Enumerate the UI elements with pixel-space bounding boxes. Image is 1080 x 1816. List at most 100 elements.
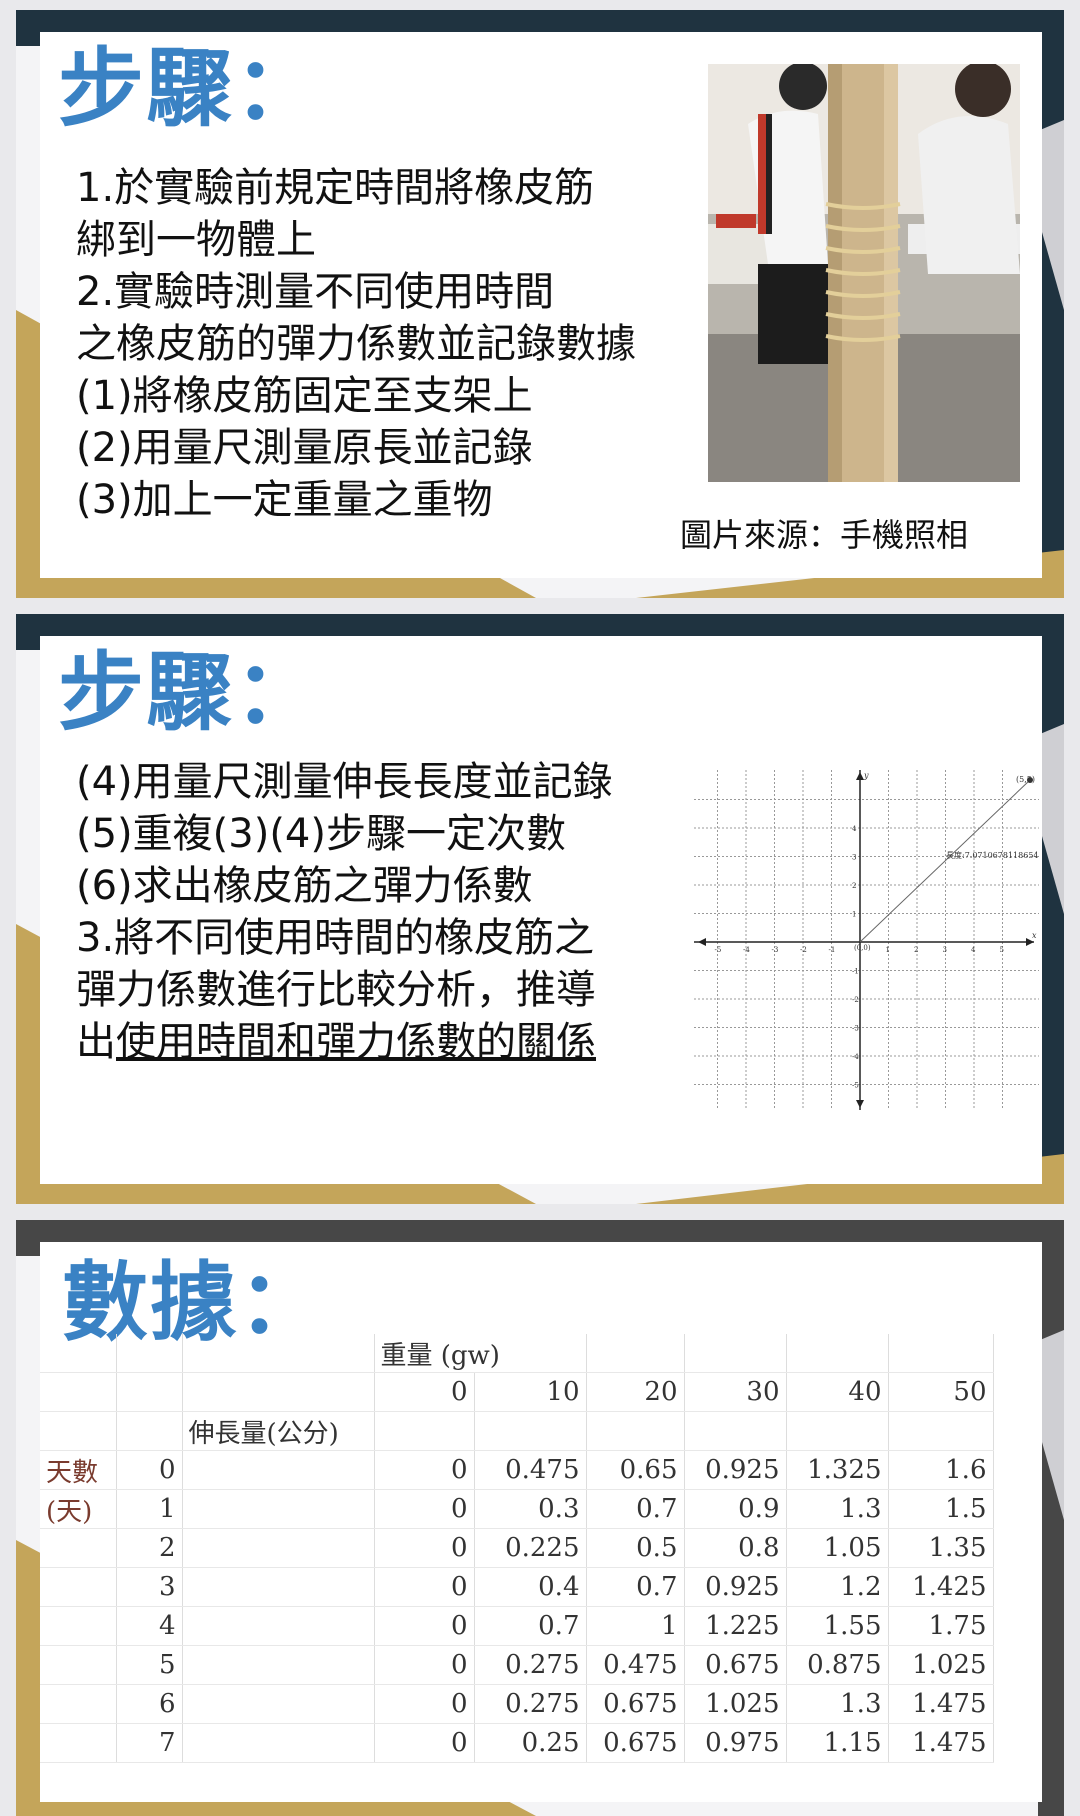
value-cell: 1.325 xyxy=(786,1450,889,1490)
step-line: (4)用量尺測量伸長長度並記錄 xyxy=(76,759,613,805)
value-cell: 0 xyxy=(374,1684,475,1724)
extension-header: 伸長量(公分) xyxy=(182,1411,375,1451)
slide-data: 數據： 重量 (gw) 0 10 20 30 40 50 xyxy=(16,1220,1064,1816)
x-tick-label: 5 xyxy=(1000,946,1004,954)
value-cell: 0.475 xyxy=(586,1645,685,1685)
step-line: 3.將不同使用時間的橡皮筋之 xyxy=(76,915,595,961)
value-cell: 0.7 xyxy=(586,1489,685,1529)
empty-cell xyxy=(40,1606,117,1646)
step-line-prefix: 出 xyxy=(76,1019,116,1065)
value-cell: 0.5 xyxy=(586,1528,685,1568)
step-line: (6)求出橡皮筋之彈力係數 xyxy=(76,863,533,909)
y-tick-label: 1 xyxy=(852,911,856,919)
value-cell: 0.975 xyxy=(684,1723,787,1763)
slide-title: 數據： xyxy=(62,1253,326,1353)
weight-header-row: 重量 (gw) xyxy=(40,1334,994,1373)
value-cell: 0 xyxy=(374,1489,475,1529)
experiment-photo xyxy=(708,64,1020,482)
y-tick-label: 3 xyxy=(852,854,856,862)
table-row: 7 0 0.25 0.675 0.975 1.15 1.475 xyxy=(40,1723,994,1763)
table-row: 4 0 0.7 1 1.225 1.55 1.75 xyxy=(40,1606,994,1646)
value-cell: 0.675 xyxy=(684,1645,787,1685)
table-row: (天) 1 0 0.3 0.7 0.9 1.3 1.5 xyxy=(40,1489,994,1529)
step-line: 出使用時間和彈力係數的關係 xyxy=(76,1016,613,1068)
value-cell: 1.05 xyxy=(786,1528,889,1568)
table-row: 2 0 0.225 0.5 0.8 1.05 1.35 xyxy=(40,1528,994,1568)
empty-cell xyxy=(182,1567,375,1607)
step-line: 彈力係數進行比較分析，推導 xyxy=(76,967,596,1013)
step-line: (1)將橡皮筋固定至支架上 xyxy=(76,373,533,419)
value-cell: 0.275 xyxy=(474,1645,587,1685)
value-cell: 1.225 xyxy=(684,1606,787,1646)
day-cell: 0 xyxy=(116,1450,183,1490)
days-unit: (天) xyxy=(40,1489,117,1529)
value-cell: 1.5 xyxy=(888,1489,994,1529)
weight-cell: 40 xyxy=(786,1372,889,1412)
slide-band-side xyxy=(1038,1220,1064,1816)
x-tick-label: -5 xyxy=(715,946,722,954)
empty-cell xyxy=(182,1723,375,1763)
value-cell: 1.2 xyxy=(786,1567,889,1607)
y-tick-label: -2 xyxy=(852,996,859,1004)
y-tick-label: 4 xyxy=(852,825,857,833)
empty-cell xyxy=(40,1723,117,1763)
slide-card: 數據： 重量 (gw) 0 10 20 30 40 50 xyxy=(40,1242,1042,1802)
y-tick-label: -4 xyxy=(852,1053,859,1061)
empty-cell xyxy=(40,1645,117,1685)
value-cell: 0.925 xyxy=(684,1450,787,1490)
value-cell: 0.925 xyxy=(684,1567,787,1607)
value-cell: 1.425 xyxy=(888,1567,994,1607)
value-cell: 1.55 xyxy=(786,1606,889,1646)
length-label: 長度:7.0710678118654 xyxy=(946,850,1039,860)
step-line: (3)加上一定重量之重物 xyxy=(76,477,493,523)
value-cell: 1.35 xyxy=(888,1528,994,1568)
value-cell: 0 xyxy=(374,1528,475,1568)
value-cell: 0.225 xyxy=(474,1528,587,1568)
empty-cell xyxy=(40,1684,117,1724)
value-cell: 1.3 xyxy=(786,1684,889,1724)
table-row: 天數 0 0 0.475 0.65 0.925 1.325 1.6 xyxy=(40,1450,994,1490)
value-cell: 0 xyxy=(374,1567,475,1607)
value-cell: 0 xyxy=(374,1723,475,1763)
empty-cell xyxy=(182,1645,375,1685)
day-cell: 7 xyxy=(116,1723,183,1763)
weight-cell: 20 xyxy=(586,1372,685,1412)
value-cell: 1.475 xyxy=(888,1723,994,1763)
slide-card: 步驟： 1.於實驗前規定時間將橡皮筋 綁到一物體上 2.實驗時測量不同使用時間 … xyxy=(40,32,1042,578)
value-cell: 0.25 xyxy=(474,1723,587,1763)
origin-label: (0,0) xyxy=(854,944,871,952)
value-cell: 0.875 xyxy=(786,1645,889,1685)
day-cell: 2 xyxy=(116,1528,183,1568)
value-cell: 0.3 xyxy=(474,1489,587,1529)
value-cell: 0 xyxy=(374,1450,475,1490)
slide-steps-1: 步驟： 1.於實驗前規定時間將橡皮筋 綁到一物體上 2.實驗時測量不同使用時間 … xyxy=(16,10,1064,598)
extension-header-row: 伸長量(公分) xyxy=(40,1411,994,1451)
x-axis-label: x xyxy=(1032,931,1037,940)
weight-cell: 0 xyxy=(374,1372,475,1412)
step-line: (5)重複(3)(4)步驟一定次數 xyxy=(76,811,566,857)
value-cell: 1 xyxy=(586,1606,685,1646)
step-line: 1.於實驗前規定時間將橡皮筋 xyxy=(76,165,595,211)
x-tick-label: -2 xyxy=(800,946,807,954)
empty-cell xyxy=(182,1450,375,1490)
value-cell: 0.275 xyxy=(474,1684,587,1724)
point-label: (5,5) xyxy=(1016,775,1035,784)
slide-card: 步驟： (4)用量尺測量伸長長度並記錄 (5)重複(3)(4)步驟一定次數 (6… xyxy=(40,636,1042,1184)
empty-cell xyxy=(40,1567,117,1607)
coordinate-graph: (5,5) (0,0) 長度:7.0710678118654 y x -5 -4 -… xyxy=(694,770,1039,1110)
value-cell: 0.4 xyxy=(474,1567,587,1607)
slide-band-side xyxy=(1038,614,1064,1204)
empty-cell xyxy=(182,1528,375,1568)
photo-caption: 圖片來源：手機照相 xyxy=(680,516,969,554)
value-cell: 0 xyxy=(374,1645,475,1685)
x-tick-label: -1 xyxy=(829,946,836,954)
step-line: 之橡皮筋的彈力係數並記錄數據 xyxy=(76,321,636,367)
value-cell: 0.475 xyxy=(474,1450,587,1490)
step-line: 2.實驗時測量不同使用時間 xyxy=(76,269,555,315)
step-line: (2)用量尺測量原長並記錄 xyxy=(76,425,533,471)
weights-row: 0 10 20 30 40 50 xyxy=(40,1372,994,1412)
slide-steps-2: 步驟： (4)用量尺測量伸長長度並記錄 (5)重複(3)(4)步驟一定次數 (6… xyxy=(16,614,1064,1204)
steps-list: (4)用量尺測量伸長長度並記錄 (5)重複(3)(4)步驟一定次數 (6)求出橡… xyxy=(76,756,613,1068)
x-tick-label: 4 xyxy=(971,946,976,954)
day-cell: 4 xyxy=(116,1606,183,1646)
